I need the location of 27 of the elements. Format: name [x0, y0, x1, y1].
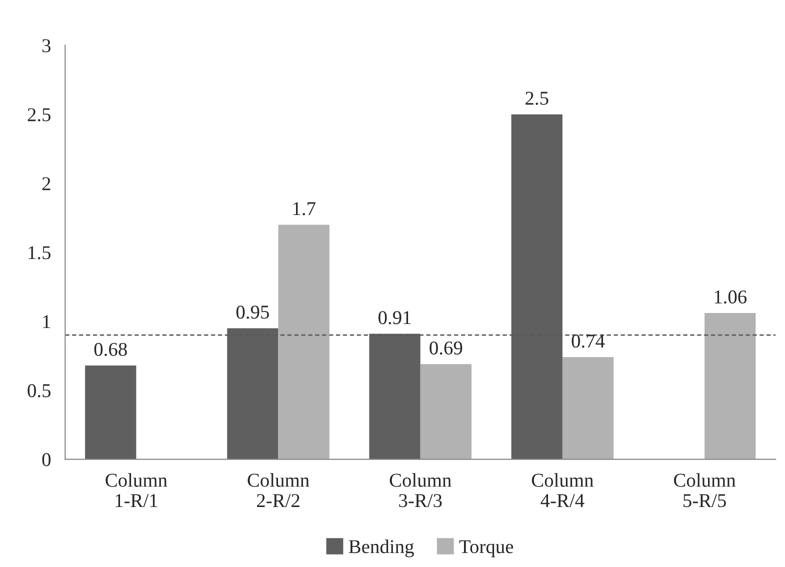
- x-tick-label: Column 1-R/1: [106, 473, 168, 508]
- data-label: 1.7: [293, 202, 316, 216]
- y-tick-label: 0.5: [28, 384, 51, 398]
- y-tick-label: 3: [42, 39, 51, 52]
- data-label: 0.91: [378, 311, 411, 324]
- bar: [420, 364, 472, 460]
- bar: [704, 313, 756, 460]
- y-tick-label: 2.5: [28, 108, 51, 122]
- legend-label: Torque: [459, 540, 514, 558]
- x-tick-label: Column 2-R/2: [248, 473, 310, 508]
- bar: [85, 365, 136, 460]
- y-tick-label: 1: [43, 315, 50, 328]
- y-tick-label: 2: [42, 177, 50, 190]
- data-label: 0.69: [430, 341, 462, 355]
- y-tick-label: 0: [42, 453, 51, 466]
- data-label: 0.74: [572, 334, 605, 348]
- data-label: 2.5: [526, 92, 548, 105]
- data-label: 0.68: [94, 342, 127, 356]
- data-label: 1.06: [714, 290, 747, 304]
- x-tick-label: Column 3-R/3: [390, 473, 452, 508]
- bar: [278, 224, 330, 460]
- x-tick-label: Column 4-R/4: [532, 473, 594, 508]
- x-tick-label: Column 5-R/5: [674, 473, 736, 508]
- data-label: 0.95: [236, 306, 269, 319]
- legend-label: Bending: [348, 540, 414, 558]
- y-tick-label: 1.5: [28, 246, 51, 260]
- bar: [562, 357, 614, 460]
